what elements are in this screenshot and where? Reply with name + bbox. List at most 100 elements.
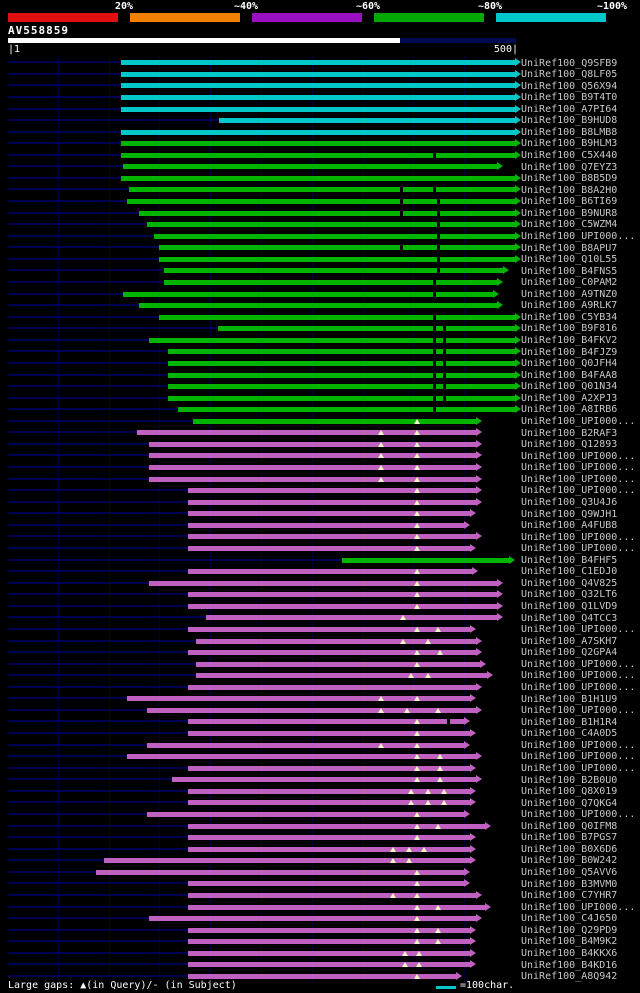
hit-bar[interactable] bbox=[187, 604, 497, 609]
hit-label[interactable]: UniRef100_UPI000... bbox=[521, 902, 636, 913]
hit-label[interactable]: UniRef100_Q9WJH1 bbox=[521, 509, 618, 520]
hit-label[interactable]: UniRef100_C4A0D5 bbox=[521, 728, 618, 739]
hit-bar[interactable] bbox=[187, 650, 477, 655]
hit-label[interactable]: UniRef100_C1EDJ0 bbox=[521, 566, 618, 577]
hit-bar[interactable] bbox=[167, 396, 515, 401]
hit-bar[interactable] bbox=[120, 60, 515, 65]
hit-bar[interactable] bbox=[187, 789, 471, 794]
hit-bar[interactable] bbox=[187, 881, 465, 886]
hit-label[interactable]: UniRef100_B8B5D9 bbox=[521, 173, 618, 184]
hit-bar[interactable] bbox=[167, 349, 515, 354]
hit-bar[interactable] bbox=[187, 847, 471, 852]
hit-bar[interactable] bbox=[154, 234, 515, 239]
hit-label[interactable]: UniRef100_Q5AVV6 bbox=[521, 867, 618, 878]
hit-bar[interactable] bbox=[164, 280, 497, 285]
hit-bar[interactable] bbox=[149, 477, 477, 482]
hit-bar[interactable] bbox=[219, 118, 515, 123]
hit-bar[interactable] bbox=[187, 800, 471, 805]
hit-label[interactable]: UniRef100_B4M9K2 bbox=[521, 936, 618, 947]
hit-bar[interactable] bbox=[167, 361, 515, 366]
hit-label[interactable]: UniRef100_B2RAF3 bbox=[521, 428, 618, 439]
hit-bar[interactable] bbox=[126, 199, 515, 204]
hit-label[interactable]: UniRef100_A7PI64 bbox=[521, 104, 618, 115]
hit-label[interactable]: UniRef100_B7PGS7 bbox=[521, 832, 618, 843]
hit-label[interactable]: UniRef100_B8LMB8 bbox=[521, 127, 618, 138]
hit-label[interactable]: UniRef100_B4FJZ9 bbox=[521, 347, 618, 358]
hit-label[interactable]: UniRef100_C5X440 bbox=[521, 150, 618, 161]
hit-label[interactable]: UniRef100_B4FHF5 bbox=[521, 555, 618, 566]
hit-bar[interactable] bbox=[187, 731, 471, 736]
hit-bar[interactable] bbox=[159, 257, 515, 262]
hit-bar[interactable] bbox=[147, 812, 465, 817]
hit-label[interactable]: UniRef100_Q4TCC3 bbox=[521, 613, 618, 624]
hit-label[interactable]: UniRef100_UPI000... bbox=[521, 231, 636, 242]
hit-bar[interactable] bbox=[120, 130, 515, 135]
hit-label[interactable]: UniRef100_Q8X019 bbox=[521, 786, 618, 797]
hit-label[interactable]: UniRef100_Q01N34 bbox=[521, 381, 618, 392]
hit-bar[interactable] bbox=[96, 870, 465, 875]
hit-bar[interactable] bbox=[103, 858, 471, 863]
hit-label[interactable]: UniRef100_B8APU7 bbox=[521, 243, 618, 254]
hit-label[interactable]: UniRef100_C5YB34 bbox=[521, 312, 618, 323]
hit-bar[interactable] bbox=[187, 592, 497, 597]
hit-label[interactable]: UniRef100_A8IRB6 bbox=[521, 404, 618, 415]
hit-bar[interactable] bbox=[167, 384, 515, 389]
hit-bar[interactable] bbox=[137, 430, 477, 435]
hit-bar[interactable] bbox=[171, 777, 477, 782]
hit-bar[interactable] bbox=[120, 83, 515, 88]
hit-label[interactable]: UniRef100_B3MVM0 bbox=[521, 879, 618, 890]
hit-bar[interactable] bbox=[122, 164, 497, 169]
hit-bar[interactable] bbox=[149, 453, 477, 458]
hit-label[interactable]: UniRef100_B9NUR8 bbox=[521, 208, 618, 219]
hit-bar[interactable] bbox=[195, 662, 481, 667]
hit-label[interactable]: UniRef100_B0X6D6 bbox=[521, 844, 618, 855]
hit-label[interactable]: UniRef100_UPI000... bbox=[521, 659, 636, 670]
hit-label[interactable]: UniRef100_B4FKV2 bbox=[521, 335, 618, 346]
hit-label[interactable]: UniRef100_Q8LF05 bbox=[521, 69, 618, 80]
hit-label[interactable]: UniRef100_Q10L55 bbox=[521, 254, 618, 265]
hit-bar[interactable] bbox=[195, 673, 487, 678]
hit-bar[interactable] bbox=[218, 326, 515, 331]
hit-bar[interactable] bbox=[139, 303, 497, 308]
hit-bar[interactable] bbox=[126, 696, 471, 701]
hit-label[interactable]: UniRef100_Q7QKG4 bbox=[521, 798, 618, 809]
hit-label[interactable]: UniRef100_UPI000... bbox=[521, 705, 636, 716]
hit-label[interactable]: UniRef100_C5WZM4 bbox=[521, 219, 618, 230]
hit-label[interactable]: UniRef100_B9HUD8 bbox=[521, 115, 618, 126]
hit-label[interactable]: UniRef100_B9F816 bbox=[521, 323, 618, 334]
hit-bar[interactable] bbox=[187, 766, 471, 771]
hit-label[interactable]: UniRef100_Q0JFH4 bbox=[521, 358, 618, 369]
hit-bar[interactable] bbox=[187, 905, 485, 910]
hit-bar[interactable] bbox=[147, 708, 477, 713]
hit-label[interactable]: UniRef100_A8Q942 bbox=[521, 971, 618, 982]
hit-label[interactable]: UniRef100_A9RLK7 bbox=[521, 300, 618, 311]
hit-label[interactable]: UniRef100_A4FUB8 bbox=[521, 520, 618, 531]
hit-label[interactable]: UniRef100_UPI000... bbox=[521, 809, 636, 820]
hit-label[interactable]: UniRef100_UPI000... bbox=[521, 416, 636, 427]
hit-bar[interactable] bbox=[187, 569, 473, 574]
hit-bar[interactable] bbox=[187, 500, 477, 505]
hit-bar[interactable] bbox=[192, 419, 477, 424]
hit-bar[interactable] bbox=[159, 315, 515, 320]
hit-label[interactable]: UniRef100_Q0IFM8 bbox=[521, 821, 618, 832]
hit-bar[interactable] bbox=[120, 141, 515, 146]
hit-bar[interactable] bbox=[120, 153, 515, 158]
hit-label[interactable]: UniRef100_Q56X94 bbox=[521, 81, 618, 92]
hit-label[interactable]: UniRef100_B4FAA8 bbox=[521, 370, 618, 381]
hit-label[interactable]: UniRef100_Q32LT6 bbox=[521, 589, 618, 600]
hit-bar[interactable] bbox=[120, 176, 515, 181]
hit-bar[interactable] bbox=[342, 558, 509, 563]
hit-bar[interactable] bbox=[122, 292, 493, 297]
hit-bar[interactable] bbox=[149, 581, 497, 586]
hit-bar[interactable] bbox=[167, 373, 515, 378]
hit-label[interactable]: UniRef100_Q1LVD9 bbox=[521, 601, 618, 612]
hit-label[interactable]: UniRef100_B1H1U9 bbox=[521, 694, 618, 705]
hit-bar[interactable] bbox=[187, 835, 471, 840]
hit-bar[interactable] bbox=[187, 546, 471, 551]
hit-bar[interactable] bbox=[206, 615, 497, 620]
hit-bar[interactable] bbox=[147, 743, 465, 748]
hit-bar[interactable] bbox=[187, 951, 471, 956]
hit-label[interactable]: UniRef100_Q29PD9 bbox=[521, 925, 618, 936]
hit-bar[interactable] bbox=[120, 107, 515, 112]
hit-label[interactable]: UniRef100_UPI000... bbox=[521, 485, 636, 496]
